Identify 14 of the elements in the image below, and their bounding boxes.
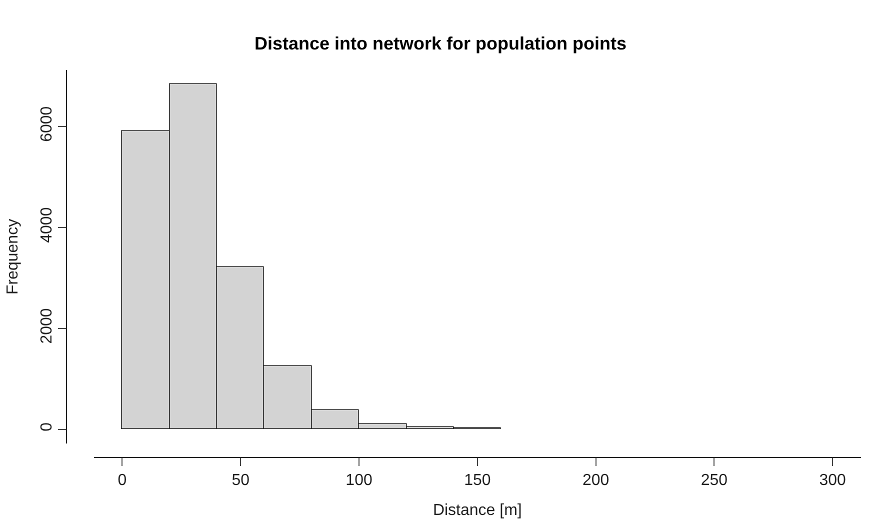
x-tick-label: 150: [464, 472, 491, 490]
chart-title: Distance into network for population points: [254, 33, 626, 54]
x-tick-label: 300: [819, 472, 846, 490]
x-tick-label: 50: [232, 472, 250, 490]
y-tick-label: 6000: [38, 106, 56, 142]
x-axis-title: Distance [m]: [432, 502, 522, 519]
y-tick-label: 4000: [38, 207, 56, 243]
y-tick-label: 0: [38, 422, 56, 432]
x-tick-label: 200: [582, 472, 610, 490]
x-tick-label: 250: [700, 472, 728, 490]
x-tick-label: 0: [118, 472, 127, 490]
y-axis-title: Frequency: [4, 218, 22, 295]
y-tick-label: 2000: [38, 308, 56, 344]
x-tick-label: 100: [346, 472, 372, 490]
